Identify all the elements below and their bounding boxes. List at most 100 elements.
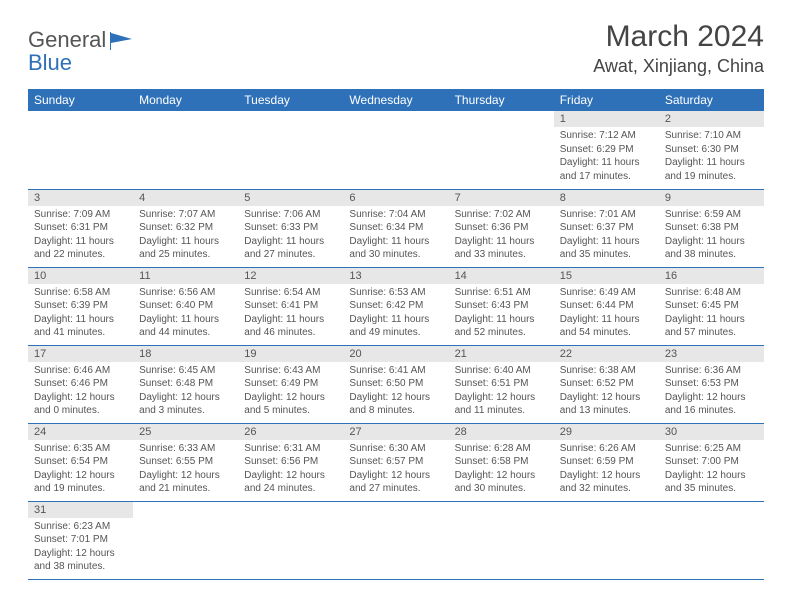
sunrise-text: Sunrise: 7:07 AM <box>139 208 232 222</box>
calendar-cell <box>238 111 343 189</box>
daylight-line2: and 17 minutes. <box>560 170 653 184</box>
daylight-line1: Daylight: 11 hours <box>665 313 758 327</box>
day-details: Sunrise: 6:31 AMSunset: 6:56 PMDaylight:… <box>238 440 343 500</box>
sunrise-text: Sunrise: 6:23 AM <box>34 520 127 534</box>
daylight-line1: Daylight: 11 hours <box>665 235 758 249</box>
weekday-header: Monday <box>133 89 238 111</box>
day-number: 30 <box>659 424 764 440</box>
sunset-text: Sunset: 6:31 PM <box>34 221 127 235</box>
sunrise-text: Sunrise: 6:41 AM <box>349 364 442 378</box>
daylight-line2: and 54 minutes. <box>560 326 653 340</box>
day-details: Sunrise: 7:09 AMSunset: 6:31 PMDaylight:… <box>28 206 133 266</box>
calendar-cell <box>449 111 554 189</box>
day-details: Sunrise: 6:35 AMSunset: 6:54 PMDaylight:… <box>28 440 133 500</box>
day-number: 26 <box>238 424 343 440</box>
sunrise-text: Sunrise: 6:56 AM <box>139 286 232 300</box>
sunrise-text: Sunrise: 6:48 AM <box>665 286 758 300</box>
day-details: Sunrise: 6:56 AMSunset: 6:40 PMDaylight:… <box>133 284 238 344</box>
calendar-cell: 22Sunrise: 6:38 AMSunset: 6:52 PMDayligh… <box>554 345 659 423</box>
calendar-cell <box>343 501 448 579</box>
day-details: Sunrise: 6:28 AMSunset: 6:58 PMDaylight:… <box>449 440 554 500</box>
month-title: March 2024 <box>593 20 764 54</box>
day-number: 3 <box>28 190 133 206</box>
daylight-line1: Daylight: 11 hours <box>455 235 548 249</box>
day-number: 7 <box>449 190 554 206</box>
daylight-line1: Daylight: 11 hours <box>139 313 232 327</box>
daylight-line2: and 16 minutes. <box>665 404 758 418</box>
weekday-header: Thursday <box>449 89 554 111</box>
day-details: Sunrise: 6:25 AMSunset: 7:00 PMDaylight:… <box>659 440 764 500</box>
sunrise-text: Sunrise: 6:49 AM <box>560 286 653 300</box>
day-details: Sunrise: 6:36 AMSunset: 6:53 PMDaylight:… <box>659 362 764 422</box>
daylight-line1: Daylight: 12 hours <box>455 469 548 483</box>
calendar-cell: 8Sunrise: 7:01 AMSunset: 6:37 PMDaylight… <box>554 189 659 267</box>
daylight-line1: Daylight: 12 hours <box>560 469 653 483</box>
day-number: 29 <box>554 424 659 440</box>
sunset-text: Sunset: 6:44 PM <box>560 299 653 313</box>
flag-icon <box>108 30 138 57</box>
daylight-line1: Daylight: 12 hours <box>244 469 337 483</box>
daylight-line1: Daylight: 12 hours <box>665 469 758 483</box>
daylight-line2: and 19 minutes. <box>34 482 127 496</box>
calendar-cell: 13Sunrise: 6:53 AMSunset: 6:42 PMDayligh… <box>343 267 448 345</box>
daylight-line1: Daylight: 11 hours <box>560 156 653 170</box>
weekday-header: Tuesday <box>238 89 343 111</box>
day-details: Sunrise: 7:07 AMSunset: 6:32 PMDaylight:… <box>133 206 238 266</box>
calendar-cell: 19Sunrise: 6:43 AMSunset: 6:49 PMDayligh… <box>238 345 343 423</box>
calendar-cell <box>659 501 764 579</box>
day-number: 13 <box>343 268 448 284</box>
sunset-text: Sunset: 6:53 PM <box>665 377 758 391</box>
daylight-line1: Daylight: 11 hours <box>349 313 442 327</box>
calendar-cell: 29Sunrise: 6:26 AMSunset: 6:59 PMDayligh… <box>554 423 659 501</box>
day-number: 16 <box>659 268 764 284</box>
day-details: Sunrise: 6:58 AMSunset: 6:39 PMDaylight:… <box>28 284 133 344</box>
sunrise-text: Sunrise: 7:01 AM <box>560 208 653 222</box>
sunrise-text: Sunrise: 6:33 AM <box>139 442 232 456</box>
day-number: 1 <box>554 111 659 127</box>
day-number: 23 <box>659 346 764 362</box>
day-number: 17 <box>28 346 133 362</box>
day-details: Sunrise: 6:30 AMSunset: 6:57 PMDaylight:… <box>343 440 448 500</box>
day-number: 31 <box>28 502 133 518</box>
day-details: Sunrise: 7:02 AMSunset: 6:36 PMDaylight:… <box>449 206 554 266</box>
calendar-body: 1Sunrise: 7:12 AMSunset: 6:29 PMDaylight… <box>28 111 764 579</box>
calendar-cell: 4Sunrise: 7:07 AMSunset: 6:32 PMDaylight… <box>133 189 238 267</box>
title-block: March 2024 Awat, Xinjiang, China <box>593 20 764 77</box>
daylight-line2: and 8 minutes. <box>349 404 442 418</box>
calendar-cell <box>133 111 238 189</box>
calendar-week-row: 1Sunrise: 7:12 AMSunset: 6:29 PMDaylight… <box>28 111 764 189</box>
day-number: 28 <box>449 424 554 440</box>
daylight-line1: Daylight: 12 hours <box>139 469 232 483</box>
calendar-cell: 20Sunrise: 6:41 AMSunset: 6:50 PMDayligh… <box>343 345 448 423</box>
day-details: Sunrise: 6:53 AMSunset: 6:42 PMDaylight:… <box>343 284 448 344</box>
sunset-text: Sunset: 6:29 PM <box>560 143 653 157</box>
sunset-text: Sunset: 6:45 PM <box>665 299 758 313</box>
sunrise-text: Sunrise: 6:38 AM <box>560 364 653 378</box>
daylight-line1: Daylight: 11 hours <box>665 156 758 170</box>
sunrise-text: Sunrise: 6:25 AM <box>665 442 758 456</box>
sunset-text: Sunset: 6:43 PM <box>455 299 548 313</box>
sunrise-text: Sunrise: 6:59 AM <box>665 208 758 222</box>
daylight-line2: and 35 minutes. <box>665 482 758 496</box>
daylight-line2: and 44 minutes. <box>139 326 232 340</box>
daylight-line1: Daylight: 12 hours <box>349 469 442 483</box>
daylight-line1: Daylight: 11 hours <box>34 235 127 249</box>
day-number: 5 <box>238 190 343 206</box>
day-number: 27 <box>343 424 448 440</box>
calendar-cell: 10Sunrise: 6:58 AMSunset: 6:39 PMDayligh… <box>28 267 133 345</box>
day-details: Sunrise: 6:48 AMSunset: 6:45 PMDaylight:… <box>659 284 764 344</box>
day-details: Sunrise: 7:01 AMSunset: 6:37 PMDaylight:… <box>554 206 659 266</box>
daylight-line2: and 3 minutes. <box>139 404 232 418</box>
daylight-line2: and 13 minutes. <box>560 404 653 418</box>
sunrise-text: Sunrise: 7:02 AM <box>455 208 548 222</box>
calendar-week-row: 17Sunrise: 6:46 AMSunset: 6:46 PMDayligh… <box>28 345 764 423</box>
weekday-header: Sunday <box>28 89 133 111</box>
day-details: Sunrise: 6:33 AMSunset: 6:55 PMDaylight:… <box>133 440 238 500</box>
page-header: General Blue March 2024 Awat, Xinjiang, … <box>28 20 764 77</box>
weekday-header: Friday <box>554 89 659 111</box>
daylight-line1: Daylight: 12 hours <box>455 391 548 405</box>
calendar-cell: 25Sunrise: 6:33 AMSunset: 6:55 PMDayligh… <box>133 423 238 501</box>
weekday-header: Wednesday <box>343 89 448 111</box>
daylight-line1: Daylight: 12 hours <box>665 391 758 405</box>
daylight-line2: and 35 minutes. <box>560 248 653 262</box>
